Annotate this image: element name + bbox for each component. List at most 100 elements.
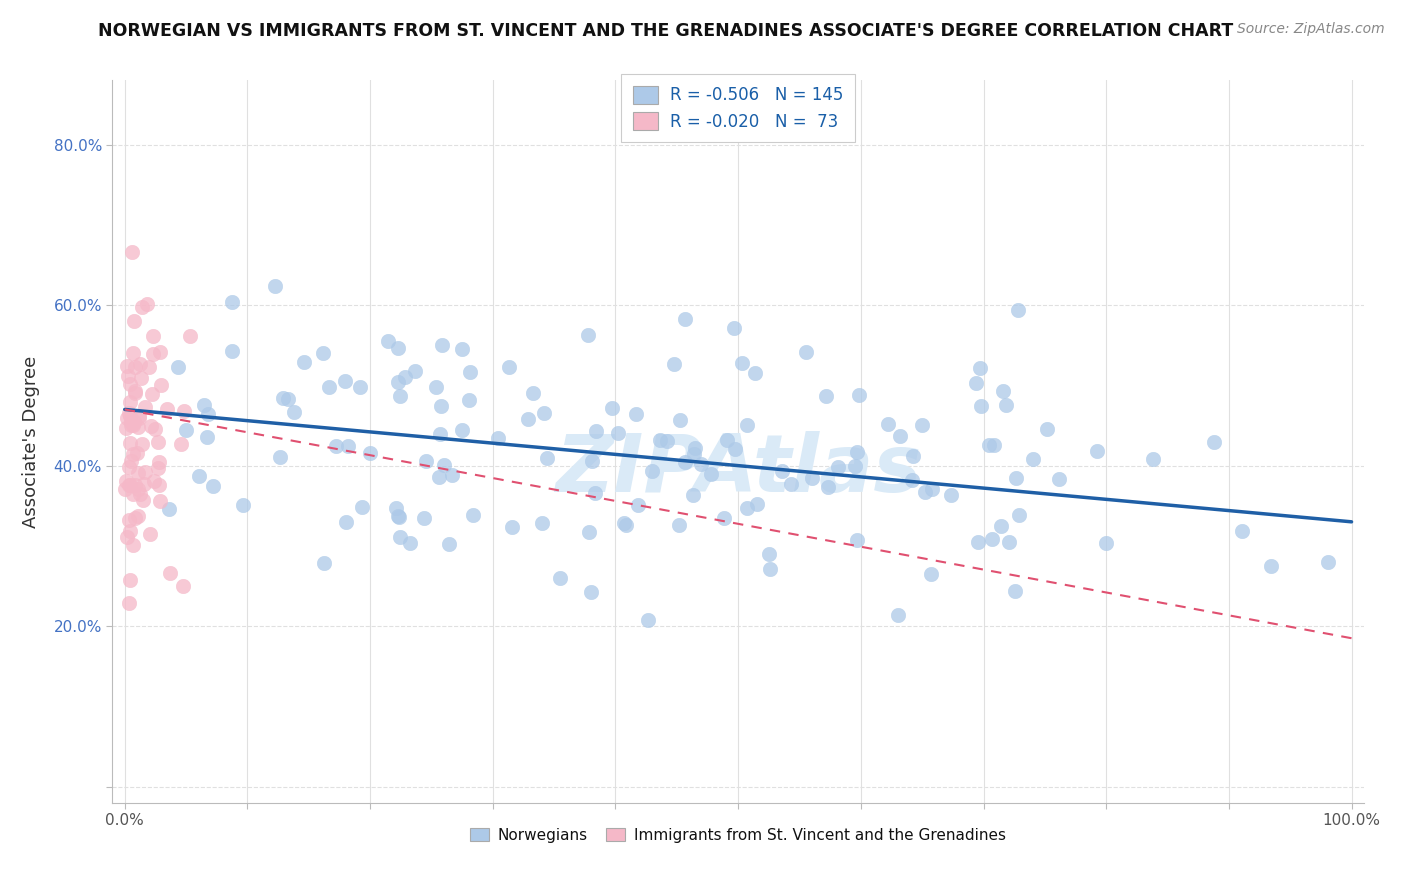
Point [173, 404, 195, 418]
Point [737, 500, 759, 515]
Point [132, 493, 155, 508]
Point [844, 458, 866, 473]
Point [965, 376, 987, 391]
Point [150, 377, 173, 392]
Point [232, 498, 254, 512]
Point [179, 329, 201, 343]
Point [122, 415, 145, 429]
Point [578, 524, 600, 539]
Point [641, 464, 664, 478]
Point [901, 449, 924, 463]
Point [318, 380, 340, 394]
Point [998, 534, 1021, 549]
Point [283, 405, 305, 419]
Point [970, 400, 993, 414]
Point [900, 473, 922, 487]
Point [349, 379, 371, 393]
Point [668, 517, 690, 532]
Point [969, 360, 991, 375]
Point [1021, 452, 1043, 467]
Point [723, 320, 745, 334]
Point [352, 500, 374, 515]
Point [606, 426, 628, 441]
Point [439, 536, 461, 550]
Point [128, 411, 150, 425]
Point [118, 406, 141, 420]
Point [1230, 524, 1253, 538]
Point [195, 430, 218, 444]
Point [404, 364, 426, 378]
Point [115, 474, 138, 488]
Point [131, 301, 153, 315]
Point [127, 467, 149, 481]
Point [794, 345, 817, 359]
Point [530, 516, 553, 531]
Point [673, 455, 696, 469]
Point [429, 399, 451, 413]
Point [292, 355, 315, 369]
Point [333, 374, 356, 388]
Point [121, 487, 143, 501]
Point [143, 475, 166, 489]
Point [124, 511, 146, 525]
Point [1004, 584, 1026, 599]
Point [114, 482, 136, 496]
Point [128, 409, 150, 423]
Point [758, 547, 780, 561]
Point [118, 595, 141, 609]
Point [359, 445, 381, 459]
Point [430, 338, 453, 352]
Point [412, 511, 434, 525]
Point [441, 467, 464, 482]
Point [124, 359, 146, 374]
Text: ZIPAtlas: ZIPAtlas [555, 432, 921, 509]
Point [522, 386, 544, 401]
Point [662, 357, 685, 371]
Point [939, 487, 962, 501]
Point [312, 556, 335, 570]
Point [120, 415, 142, 429]
Point [276, 392, 298, 406]
Point [167, 359, 190, 374]
Point [770, 464, 793, 478]
Point [201, 479, 224, 493]
Point [142, 346, 165, 360]
Point [966, 534, 988, 549]
Point [425, 380, 447, 394]
Point [415, 454, 437, 468]
Point [780, 476, 803, 491]
Point [914, 485, 936, 500]
Point [115, 359, 138, 374]
Point [120, 377, 142, 392]
Point [460, 365, 482, 379]
Point [498, 359, 520, 374]
Point [221, 295, 243, 310]
Point [911, 417, 934, 432]
Point [990, 518, 1012, 533]
Point [387, 509, 409, 524]
Point [118, 512, 141, 526]
Text: Source: ZipAtlas.com: Source: ZipAtlas.com [1237, 22, 1385, 37]
Point [517, 411, 540, 425]
Point [127, 509, 149, 524]
Point [121, 244, 143, 259]
Point [1005, 471, 1028, 485]
Point [142, 329, 165, 343]
Point [124, 386, 146, 401]
Point [846, 445, 869, 459]
Point [121, 418, 143, 433]
Point [845, 533, 868, 548]
Point [170, 437, 193, 451]
Point [389, 530, 412, 544]
Point [683, 442, 706, 456]
Point [668, 413, 690, 427]
Point [128, 357, 150, 371]
Point [848, 388, 870, 402]
Point [700, 467, 723, 482]
Point [817, 480, 839, 494]
Point [637, 613, 659, 627]
Point [427, 470, 450, 484]
Point [159, 566, 181, 580]
Point [627, 498, 650, 512]
Point [121, 417, 143, 432]
